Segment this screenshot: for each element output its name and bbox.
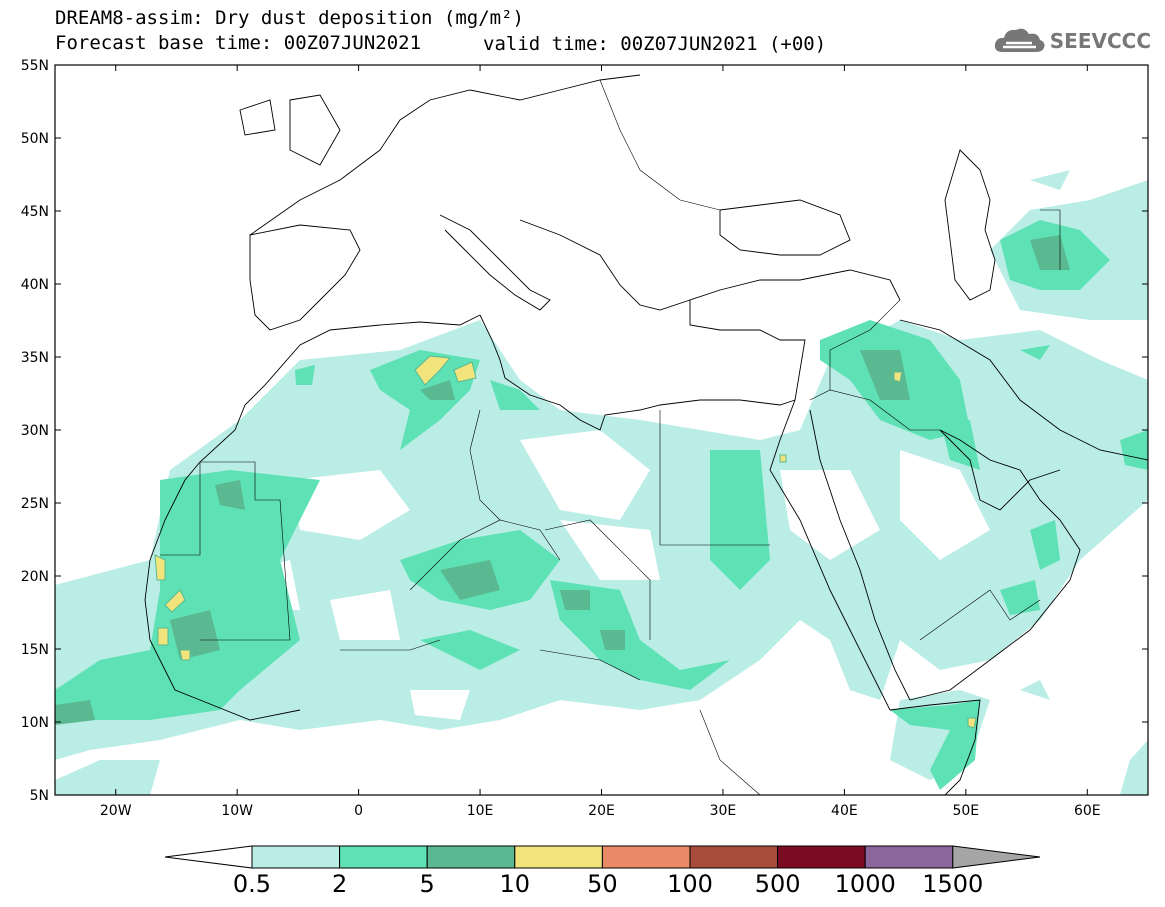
colorbar-over-arrow — [952, 845, 1041, 869]
lat-label: 25N — [21, 496, 49, 512]
lon-label: 60E — [1074, 803, 1101, 819]
lat-label: 40N — [21, 277, 49, 293]
coastlines — [144, 74, 1148, 795]
colorbar-box — [339, 845, 428, 869]
lon-label: 50E — [952, 803, 979, 819]
forecast-base-time: Forecast base time: 00Z07JUN2021 — [55, 32, 422, 54]
lat-label: 55N — [21, 58, 49, 74]
colorbar-label: 500 — [755, 870, 801, 898]
lon-label: 20E — [588, 803, 615, 819]
lon-label: 10E — [467, 803, 494, 819]
lat-label: 5N — [30, 788, 49, 804]
lat-label: 30N — [21, 423, 49, 439]
lon-label: 40E — [831, 803, 858, 819]
colorbar-box — [864, 845, 954, 869]
dust-level-5 — [55, 235, 1070, 725]
colorbar-label: 1500 — [922, 870, 983, 898]
colorbar-label: 50 — [587, 870, 618, 898]
logo-text: SEEVCCC — [1049, 29, 1151, 53]
lon-axis: 20W 10W 0 10E 20E 30E 40E 50E 60E — [100, 65, 1101, 819]
colorbar-box — [426, 845, 516, 869]
colorbar-label: 2 — [332, 870, 347, 898]
lon-label: 0 — [354, 803, 363, 819]
lat-label: 50N — [21, 131, 49, 147]
colorbar-label: 10 — [500, 870, 531, 898]
colorbar-label: 0.5 — [233, 870, 271, 898]
dust-field — [55, 74, 1148, 795]
colorbar-label: 5 — [420, 870, 435, 898]
country-borders — [160, 79, 1061, 795]
colorbar-box — [689, 845, 779, 869]
lat-label: 10N — [21, 715, 49, 731]
cloud-icon — [994, 28, 1045, 52]
lat-label: 15N — [21, 642, 49, 658]
colorbar-label: 1000 — [835, 870, 896, 898]
lon-label: 30E — [710, 803, 737, 819]
colorbar-box — [514, 845, 603, 869]
colorbar-under-arrow — [164, 845, 253, 869]
colorbar-box — [251, 845, 341, 869]
seevccc-logo: SEEVCCC — [994, 26, 1151, 56]
lon-label: 10W — [221, 803, 253, 819]
lat-label: 45N — [21, 204, 49, 220]
valid-time: valid time: 00Z07JUN2021 (+00) — [483, 33, 827, 55]
colorbar-label: 100 — [667, 870, 713, 898]
colorbar-box — [601, 845, 691, 869]
dust-level-10 — [154, 355, 977, 729]
lon-label: 20W — [100, 803, 132, 819]
lat-label: 35N — [21, 350, 49, 366]
lat-label: 20N — [21, 569, 49, 585]
colorbar-box — [777, 845, 866, 869]
lat-axis: 55N 50N 45N 40N 35N 30N 25N 20N 15N 10N 5N — [21, 58, 1148, 804]
map-title: DREAM8-assim: Dry dust deposition (mg/m²… — [55, 7, 524, 29]
colorbar: 0.5 2 5 10 50 100 500 1000 1500 — [164, 845, 1041, 898]
